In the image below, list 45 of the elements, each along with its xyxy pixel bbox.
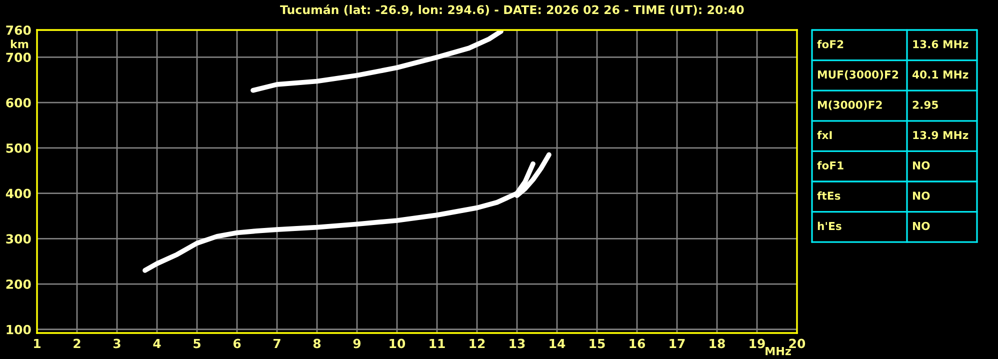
text: NO — [912, 161, 930, 170]
x-tick-label: 17 — [670, 338, 685, 348]
text: M(3000)F2 — [818, 100, 882, 110]
x-tick-label: 2 — [74, 338, 80, 348]
text: fxI — [817, 130, 832, 140]
x-tick-label: 10 — [390, 338, 406, 348]
x-tick-label: 19 — [750, 338, 765, 348]
y-tick-label: 300 — [6, 234, 31, 244]
text: 2.95 — [912, 100, 938, 109]
x-tick-label: 15 — [590, 338, 605, 348]
x-tick-label: 16 — [630, 338, 646, 348]
text: 13.6 MHz — [913, 40, 968, 48]
x-tick-label: 13 — [510, 338, 525, 348]
y-tick-label: 400 — [6, 188, 31, 198]
x-tick-label: 9 — [353, 338, 361, 348]
text: 40.1 MHz — [912, 70, 968, 79]
y-tick-label: 700 — [6, 52, 31, 62]
text: 13.9 MHz — [913, 131, 968, 140]
y-tick-label: 100 — [6, 324, 31, 334]
x-tick-label: 4 — [153, 338, 161, 348]
x-tick-label: 11 — [430, 338, 445, 348]
x-tick-label: 7 — [273, 338, 280, 348]
y-axis-title: km — [10, 40, 28, 48]
x-tick-label: 12 — [470, 338, 485, 348]
y-tick-label: 200 — [6, 279, 31, 289]
x-tick-label: 20 — [789, 338, 806, 348]
text: NO — [912, 192, 930, 200]
text: foF2 — [817, 40, 844, 48]
y-tick-label: 760 — [6, 25, 31, 35]
y-tick-label: 600 — [6, 98, 31, 108]
y-tick-label: 500 — [6, 143, 31, 153]
text: NO — [912, 222, 930, 230]
x-tick-label: 6 — [233, 338, 241, 348]
x-tick-label: 1 — [34, 338, 40, 348]
x-tick-label: 14 — [550, 338, 566, 348]
chart-title: Tucumán (lat: -26.9, lon: 294.6) - DATE: 2026 02 26 - TIME (UT): 20:40 — [280, 4, 744, 16]
x-tick-label: 8 — [313, 338, 321, 348]
x-tick-label: 18 — [710, 338, 725, 348]
x-axis-title: MHz — [766, 346, 791, 356]
x-tick-label: 5 — [194, 338, 200, 348]
text: foF1 — [817, 161, 844, 170]
text: h'Es — [818, 222, 842, 230]
x-tick-label: 3 — [113, 338, 120, 348]
text: MUF(3000)F2 — [818, 70, 898, 80]
text: ftEs — [817, 191, 840, 200]
